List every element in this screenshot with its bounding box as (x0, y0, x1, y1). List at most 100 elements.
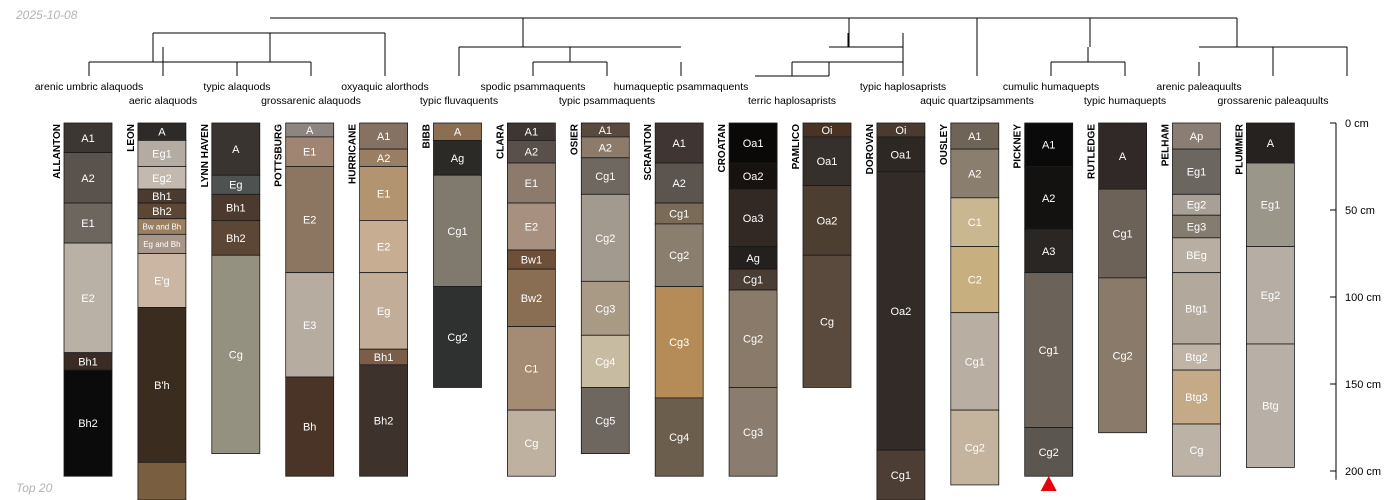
profile-name: LEON (126, 124, 137, 152)
horizon-label: Cg4 (595, 356, 615, 368)
profile-name: CLARA (495, 124, 506, 159)
horizon-rect (802, 136, 852, 187)
horizon-label: Bw2 (521, 293, 542, 305)
horizon-label: E2 (377, 242, 390, 254)
horizon-cg: Cg (1172, 423, 1221, 477)
horizon-e1: E1 (506, 162, 556, 204)
horizon-label: Cg3 (743, 427, 763, 439)
taxon-label: grossarenic paleaquults (1218, 95, 1329, 107)
horizon-a1: A1 (654, 122, 704, 164)
horizon-rect (285, 136, 335, 167)
horizon-label: Cg1 (891, 470, 911, 482)
horizon-label: Cg1 (1039, 345, 1059, 357)
profile-pottsburg: A E1 E2 E3 Bh POTTSBURG (274, 122, 335, 477)
horizon-label: Btg2 (1185, 352, 1208, 364)
horizon-rect (1024, 427, 1074, 477)
horizon-bh1: Bh1 (211, 193, 261, 221)
horizon-label: E2 (525, 221, 538, 233)
horizon-cg2: Cg2 (433, 286, 482, 388)
horizon-rect (1172, 423, 1221, 477)
horizon-label: Bh2 (78, 418, 98, 430)
horizon-label: Cg1 (447, 226, 467, 238)
horizon-label: E1 (303, 147, 316, 159)
horizon-bh2: Bh2 (63, 369, 113, 477)
horizon-label: E1 (81, 218, 94, 230)
horizon-a2: A2 (950, 148, 1000, 199)
taxon-label: grossarenic alaquods (261, 95, 361, 107)
horizon-rect (506, 326, 556, 411)
horizon-rect (1172, 148, 1221, 195)
horizon-label: A (1267, 138, 1275, 150)
horizon-eg2: Eg2 (137, 166, 187, 190)
horizon-rect (728, 188, 778, 247)
horizon-rect (876, 449, 926, 500)
horizon-eg: Eg (211, 174, 261, 195)
taxon-label: oxyaquic alorthods (341, 81, 429, 93)
profile-ousley: A1 A2 C1 C2 Cg1 Cg2 OUSLEY (939, 122, 1000, 486)
horizon-rect (1246, 162, 1295, 247)
horizon-btg2: Btg2 (1172, 343, 1221, 371)
marker-triangle (1040, 476, 1057, 491)
profile-osier: A1 A2 Cg1 Cg2 Cg3 Cg4 Cg5 OSIER (569, 122, 630, 455)
horizon-bw-and-bh: Bw and Bh (137, 218, 187, 235)
horizon-label: A2 (81, 173, 94, 185)
horizon-label: Cg3 (669, 337, 689, 349)
horizon-eg2: Eg2 (1246, 246, 1295, 345)
horizon-a1: A1 (359, 122, 409, 150)
horizon-rect (1172, 237, 1221, 274)
horizon-bh2: Bh2 (211, 220, 261, 256)
horizon-label: E'g (154, 275, 170, 287)
horizon-label: Cg2 (669, 250, 689, 262)
horizon-label: A1 (81, 133, 94, 145)
horizon-rect (137, 461, 187, 500)
taxonomy-labels: arenic umbric alaquods aeric alaquods typi… (35, 81, 1329, 107)
horizon-cg1: Cg1 (654, 202, 704, 225)
taxon-label: aeric alaquods (129, 95, 197, 107)
horizon-rect (63, 122, 113, 153)
horizon-label: Cg2 (1113, 350, 1133, 362)
horizon-ag: Ag (433, 139, 482, 176)
horizon-rect (506, 409, 556, 477)
horizon-oa2: Oa2 (802, 185, 852, 256)
horizon-label: Eg2 (152, 173, 172, 185)
horizon-rect (137, 253, 187, 308)
horizon-label: Oa2 (817, 215, 838, 227)
horizon-a1: A1 (63, 122, 113, 153)
horizon-rect (1024, 272, 1074, 428)
horizon-rect (433, 139, 482, 176)
horizon-label: E1 (377, 188, 390, 200)
soil-profiles: A1 A2 E1 E2 Bh1 Bh2 ALLANTON A Eg1 Eg2 Bh1 Bh2 Bw an… (52, 122, 1295, 500)
horizon-rect (950, 409, 1000, 486)
horizon-bh: Bh (285, 376, 335, 477)
horizon-rect (654, 397, 704, 477)
horizon-label: Oa1 (817, 156, 838, 168)
horizon-cg1: Cg1 (728, 268, 778, 291)
profile-rutledge: A Cg1 Cg2 RUTLEDGE (1087, 122, 1147, 434)
horizon-label: A1 (672, 138, 685, 150)
horizon-rect (211, 193, 261, 221)
horizon-bw2: Bw2 (506, 268, 556, 327)
horizon-bh1: Bh1 (359, 348, 409, 366)
horizon-e1: E1 (63, 202, 113, 244)
horizon-rect (728, 122, 778, 164)
horizon-e-g: E'g (137, 253, 187, 308)
horizon-label: A (1119, 151, 1127, 163)
horizon-rect (876, 171, 926, 451)
horizon-label: Oa1 (891, 149, 912, 161)
profile-name: PAMLICO (791, 124, 802, 170)
horizon-cg4: Cg4 (580, 334, 630, 388)
horizon-beg: BEg (1172, 237, 1221, 274)
horizon-rect (137, 307, 187, 463)
horizon-rect (580, 334, 630, 388)
horizon-cg4: Cg4 (654, 397, 704, 477)
horizon-label: Oa3 (743, 213, 764, 225)
horizon-cg2: Cg2 (950, 409, 1000, 486)
profile-name: DOROVAN (865, 124, 876, 174)
horizon-rect (950, 246, 1000, 314)
profile-name: RUTLEDGE (1087, 124, 1098, 179)
horizon-oa2: Oa2 (876, 171, 926, 451)
horizon-label: Cg5 (595, 416, 615, 428)
horizon-label: Ap (1190, 131, 1203, 143)
profile-scranton: A1 A2 Cg1 Cg2 Cg3 Cg4 SCRANTON (643, 122, 704, 477)
horizon-cg2: Cg2 (580, 193, 630, 282)
